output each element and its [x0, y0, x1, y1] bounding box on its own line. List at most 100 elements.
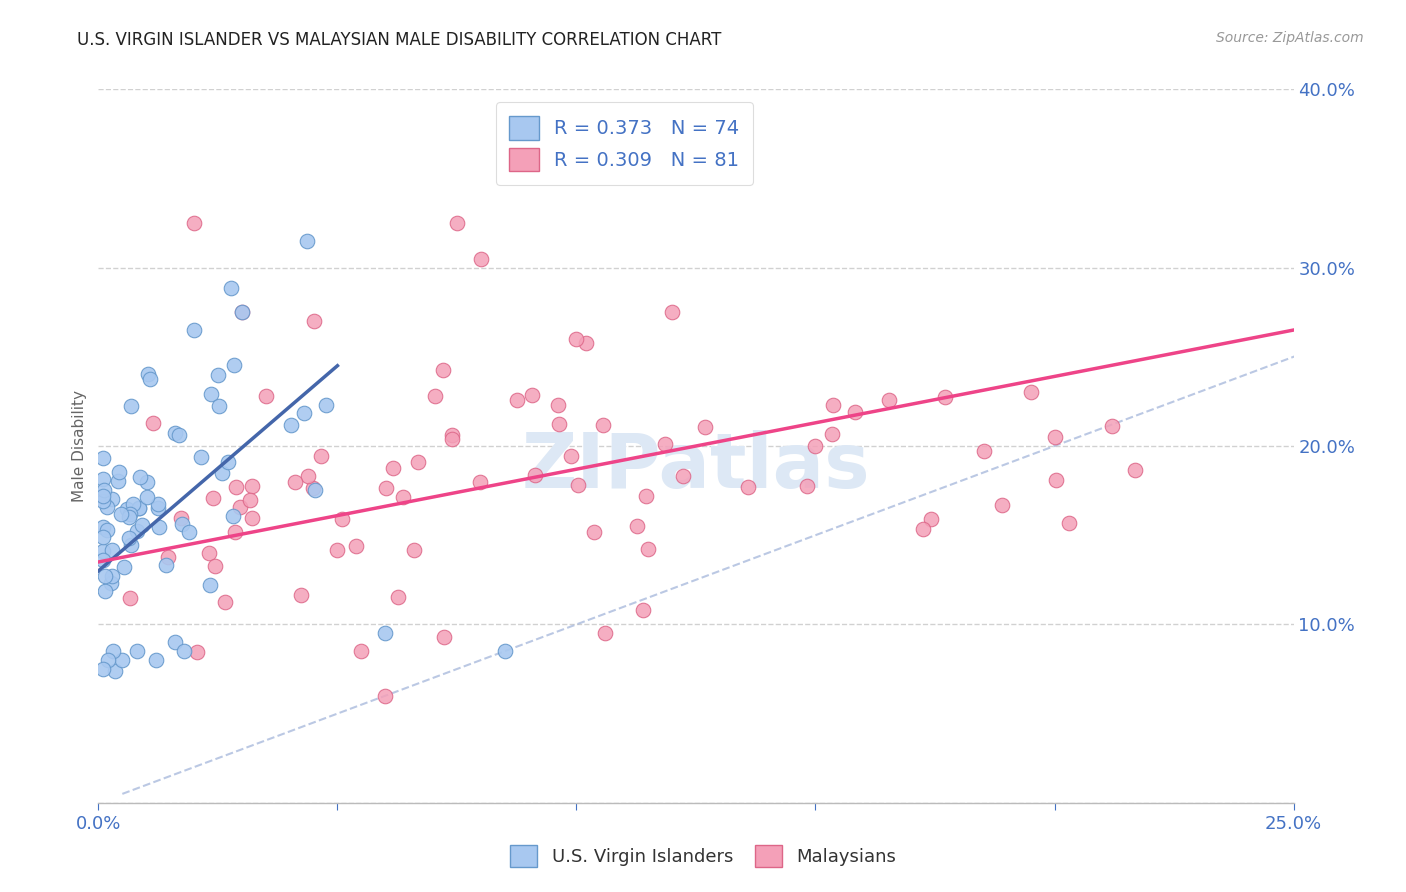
Point — [163, 635, 186, 649]
Point — [575, 335, 598, 350]
Text: Source: ZipAtlas.com: Source: ZipAtlas.com — [1216, 31, 1364, 45]
Point — [547, 398, 569, 412]
Point — [91, 493, 114, 508]
Point — [877, 392, 900, 407]
Legend: R = 0.373   N = 74, R = 0.309   N = 81: R = 0.373 N = 74, R = 0.309 N = 81 — [496, 103, 752, 185]
Point — [494, 644, 516, 658]
Point — [117, 510, 139, 524]
Point — [387, 590, 409, 604]
Point — [131, 518, 153, 533]
Point — [97, 653, 120, 667]
Point — [207, 368, 229, 382]
Point — [229, 500, 252, 514]
Point — [120, 538, 142, 552]
Point — [101, 543, 124, 558]
Point — [93, 483, 115, 497]
Text: U.S. VIRGIN ISLANDER VS MALAYSIAN MALE DISABILITY CORRELATION CHART: U.S. VIRGIN ISLANDER VS MALAYSIAN MALE D… — [77, 31, 721, 49]
Point — [91, 489, 114, 503]
Point — [820, 427, 842, 442]
Point — [297, 469, 319, 483]
Point — [214, 595, 236, 609]
Point — [654, 437, 676, 451]
Point — [224, 525, 246, 540]
Point — [94, 569, 117, 583]
Point — [117, 502, 139, 516]
Point — [198, 578, 221, 592]
Point — [128, 470, 150, 484]
Point — [1045, 473, 1067, 487]
Point — [208, 399, 231, 413]
Point — [118, 591, 141, 606]
Point — [280, 418, 302, 433]
Point — [101, 644, 124, 658]
Point — [423, 388, 446, 402]
Point — [1123, 463, 1146, 477]
Point — [470, 252, 492, 266]
Point — [446, 216, 468, 230]
Point — [583, 525, 606, 540]
Point — [125, 644, 148, 658]
Point — [219, 281, 242, 295]
Point — [737, 480, 759, 494]
Point — [523, 468, 546, 483]
Point — [231, 305, 253, 319]
Point — [661, 305, 683, 319]
Point — [91, 544, 114, 558]
Point — [217, 455, 239, 469]
Point — [254, 389, 277, 403]
Point — [91, 662, 114, 676]
Point — [304, 483, 326, 497]
Point — [309, 450, 332, 464]
Point — [224, 359, 246, 373]
Point — [920, 512, 942, 526]
Point — [593, 626, 616, 640]
Point — [240, 511, 263, 525]
Point — [934, 390, 956, 404]
Point — [169, 511, 191, 525]
Point — [1043, 430, 1066, 444]
Point — [973, 444, 995, 458]
Point — [225, 480, 247, 494]
Point — [201, 491, 224, 505]
Point — [128, 500, 150, 515]
Point — [374, 626, 396, 640]
Point — [240, 478, 263, 492]
Point — [239, 493, 262, 508]
Point — [821, 397, 844, 411]
Point — [112, 560, 135, 574]
Point — [402, 542, 425, 557]
Point — [295, 234, 318, 248]
Point — [183, 323, 205, 337]
Point — [1059, 516, 1081, 531]
Point — [468, 475, 491, 490]
Point — [91, 450, 114, 465]
Point — [911, 522, 934, 536]
Point — [96, 500, 118, 515]
Point — [637, 541, 659, 556]
Point — [146, 497, 169, 511]
Point — [93, 583, 115, 598]
Legend: U.S. Virgin Islanders, Malaysians: U.S. Virgin Islanders, Malaysians — [503, 838, 903, 874]
Point — [104, 664, 127, 678]
Point — [183, 216, 205, 230]
Point — [1101, 419, 1123, 434]
Point — [441, 428, 464, 442]
Point — [146, 501, 169, 516]
Point — [91, 530, 114, 544]
Point — [145, 653, 167, 667]
Point — [392, 490, 415, 504]
Point — [1019, 385, 1042, 400]
Point — [330, 512, 353, 526]
Point — [695, 420, 717, 434]
Point — [441, 433, 464, 447]
Point — [172, 517, 194, 532]
Point — [127, 524, 149, 538]
Point — [91, 472, 114, 486]
Point — [100, 492, 122, 507]
Point — [139, 372, 162, 386]
Point — [506, 392, 529, 407]
Y-axis label: Male Disability: Male Disability — [72, 390, 87, 502]
Point — [100, 576, 122, 591]
Point — [157, 549, 180, 564]
Point — [96, 524, 118, 538]
